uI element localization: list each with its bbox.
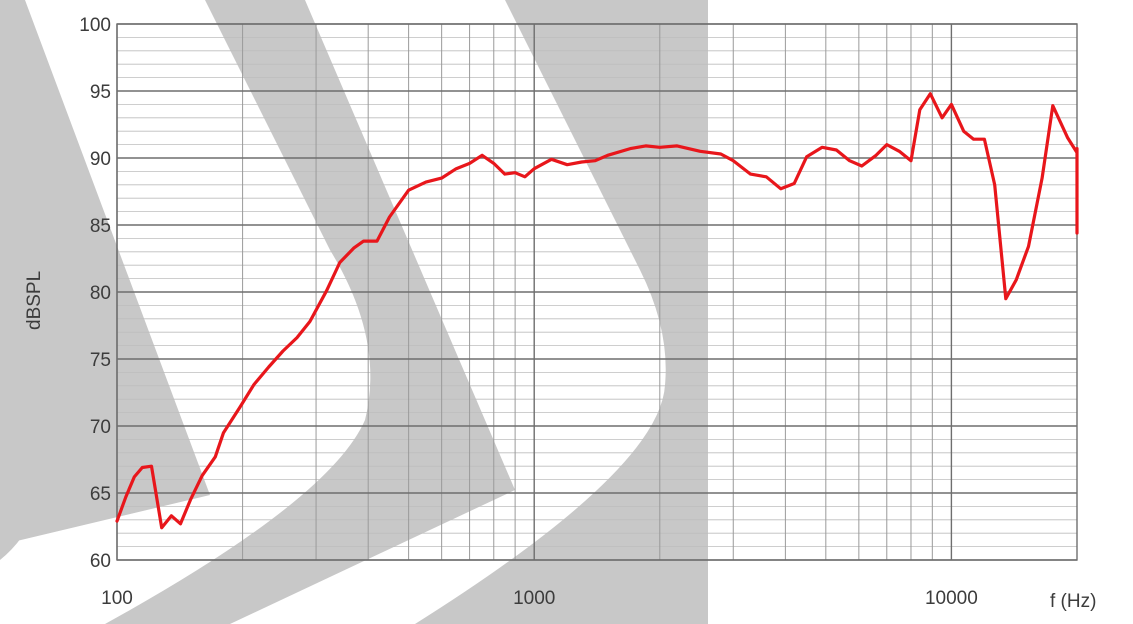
series-line-0 bbox=[115, 92, 1079, 530]
y-tick-label: 80 bbox=[90, 283, 111, 304]
x-axis-label: f (Hz) bbox=[1050, 591, 1096, 612]
x-tick-label: 1000 bbox=[513, 588, 555, 609]
y-tick-label: 95 bbox=[90, 82, 111, 103]
y-tick-label: 65 bbox=[90, 484, 111, 505]
series-group bbox=[115, 92, 1079, 530]
y-tick-label: 75 bbox=[90, 350, 111, 371]
watermark-stripe-middle bbox=[105, 0, 515, 624]
watermark-stripe-left bbox=[0, 0, 210, 600]
y-tick-label: 85 bbox=[90, 216, 111, 237]
plot-grid bbox=[116, 23, 1077, 561]
y-axis-label: dBSPL bbox=[24, 271, 45, 330]
plot-border bbox=[116, 23, 1078, 561]
watermark-logo bbox=[0, 0, 708, 624]
x-tick-label: 100 bbox=[101, 588, 133, 609]
y-tick-label: 90 bbox=[90, 149, 111, 170]
y-tick-label: 60 bbox=[90, 551, 111, 572]
tick-labels: 60 65 70 75 80 85 90 95 100 100 1000 10000 bbox=[79, 15, 978, 609]
watermark-stripe-right bbox=[415, 0, 708, 624]
y-tick-label: 100 bbox=[79, 15, 111, 36]
plot-frame bbox=[116, 23, 1078, 561]
x-tick-label: 10000 bbox=[925, 588, 978, 609]
y-tick-label: 70 bbox=[90, 417, 111, 438]
